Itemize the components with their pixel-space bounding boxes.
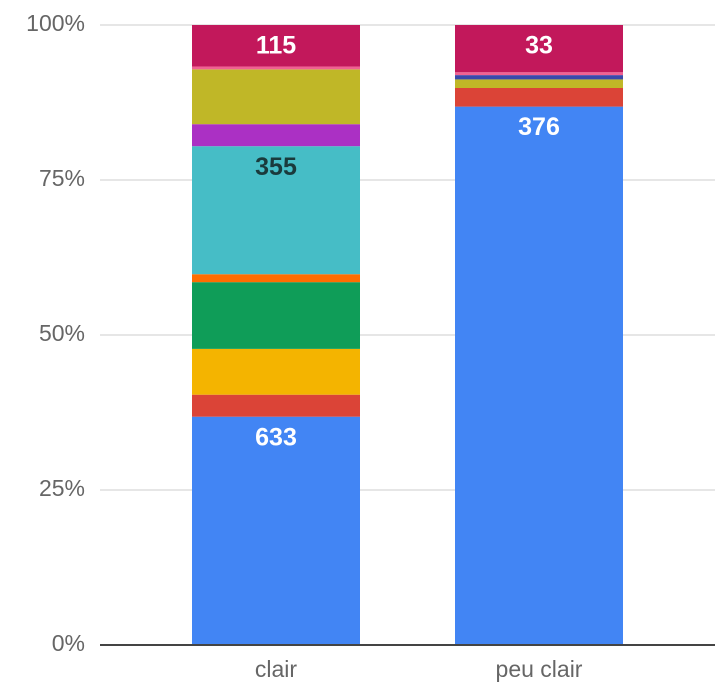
- bar-segment: [455, 79, 623, 89]
- bar-segment: [192, 394, 360, 417]
- bar-segment: [192, 66, 360, 70]
- data-label: 33: [525, 32, 553, 60]
- data-label: 376: [518, 113, 560, 141]
- bar-segment: [192, 69, 360, 125]
- bar-segment: [455, 25, 623, 73]
- y-tick-label: 25%: [39, 475, 85, 501]
- bar-segment: [455, 72, 623, 76]
- y-tick-label: 50%: [39, 320, 85, 346]
- y-tick-label: 75%: [39, 165, 85, 191]
- data-label: 115: [256, 32, 296, 60]
- x-tick-label: peu clair: [496, 656, 583, 682]
- y-tick-label: 0%: [52, 630, 85, 656]
- data-label: 355: [255, 153, 297, 181]
- bar-segment: [192, 25, 360, 67]
- bar-segment: [455, 75, 623, 80]
- bar-segment: [192, 124, 360, 147]
- bar-segment: [192, 416, 360, 645]
- data-label: 633: [255, 423, 297, 451]
- bar-segment: [455, 106, 623, 645]
- bar-segment: [455, 88, 623, 107]
- bar-segment: [192, 282, 360, 349]
- y-tick-label: 100%: [26, 10, 85, 36]
- x-tick-label: clair: [255, 656, 298, 682]
- bar-segment: [192, 348, 360, 395]
- bar-segment: [192, 274, 360, 283]
- bar-segment: [192, 146, 360, 275]
